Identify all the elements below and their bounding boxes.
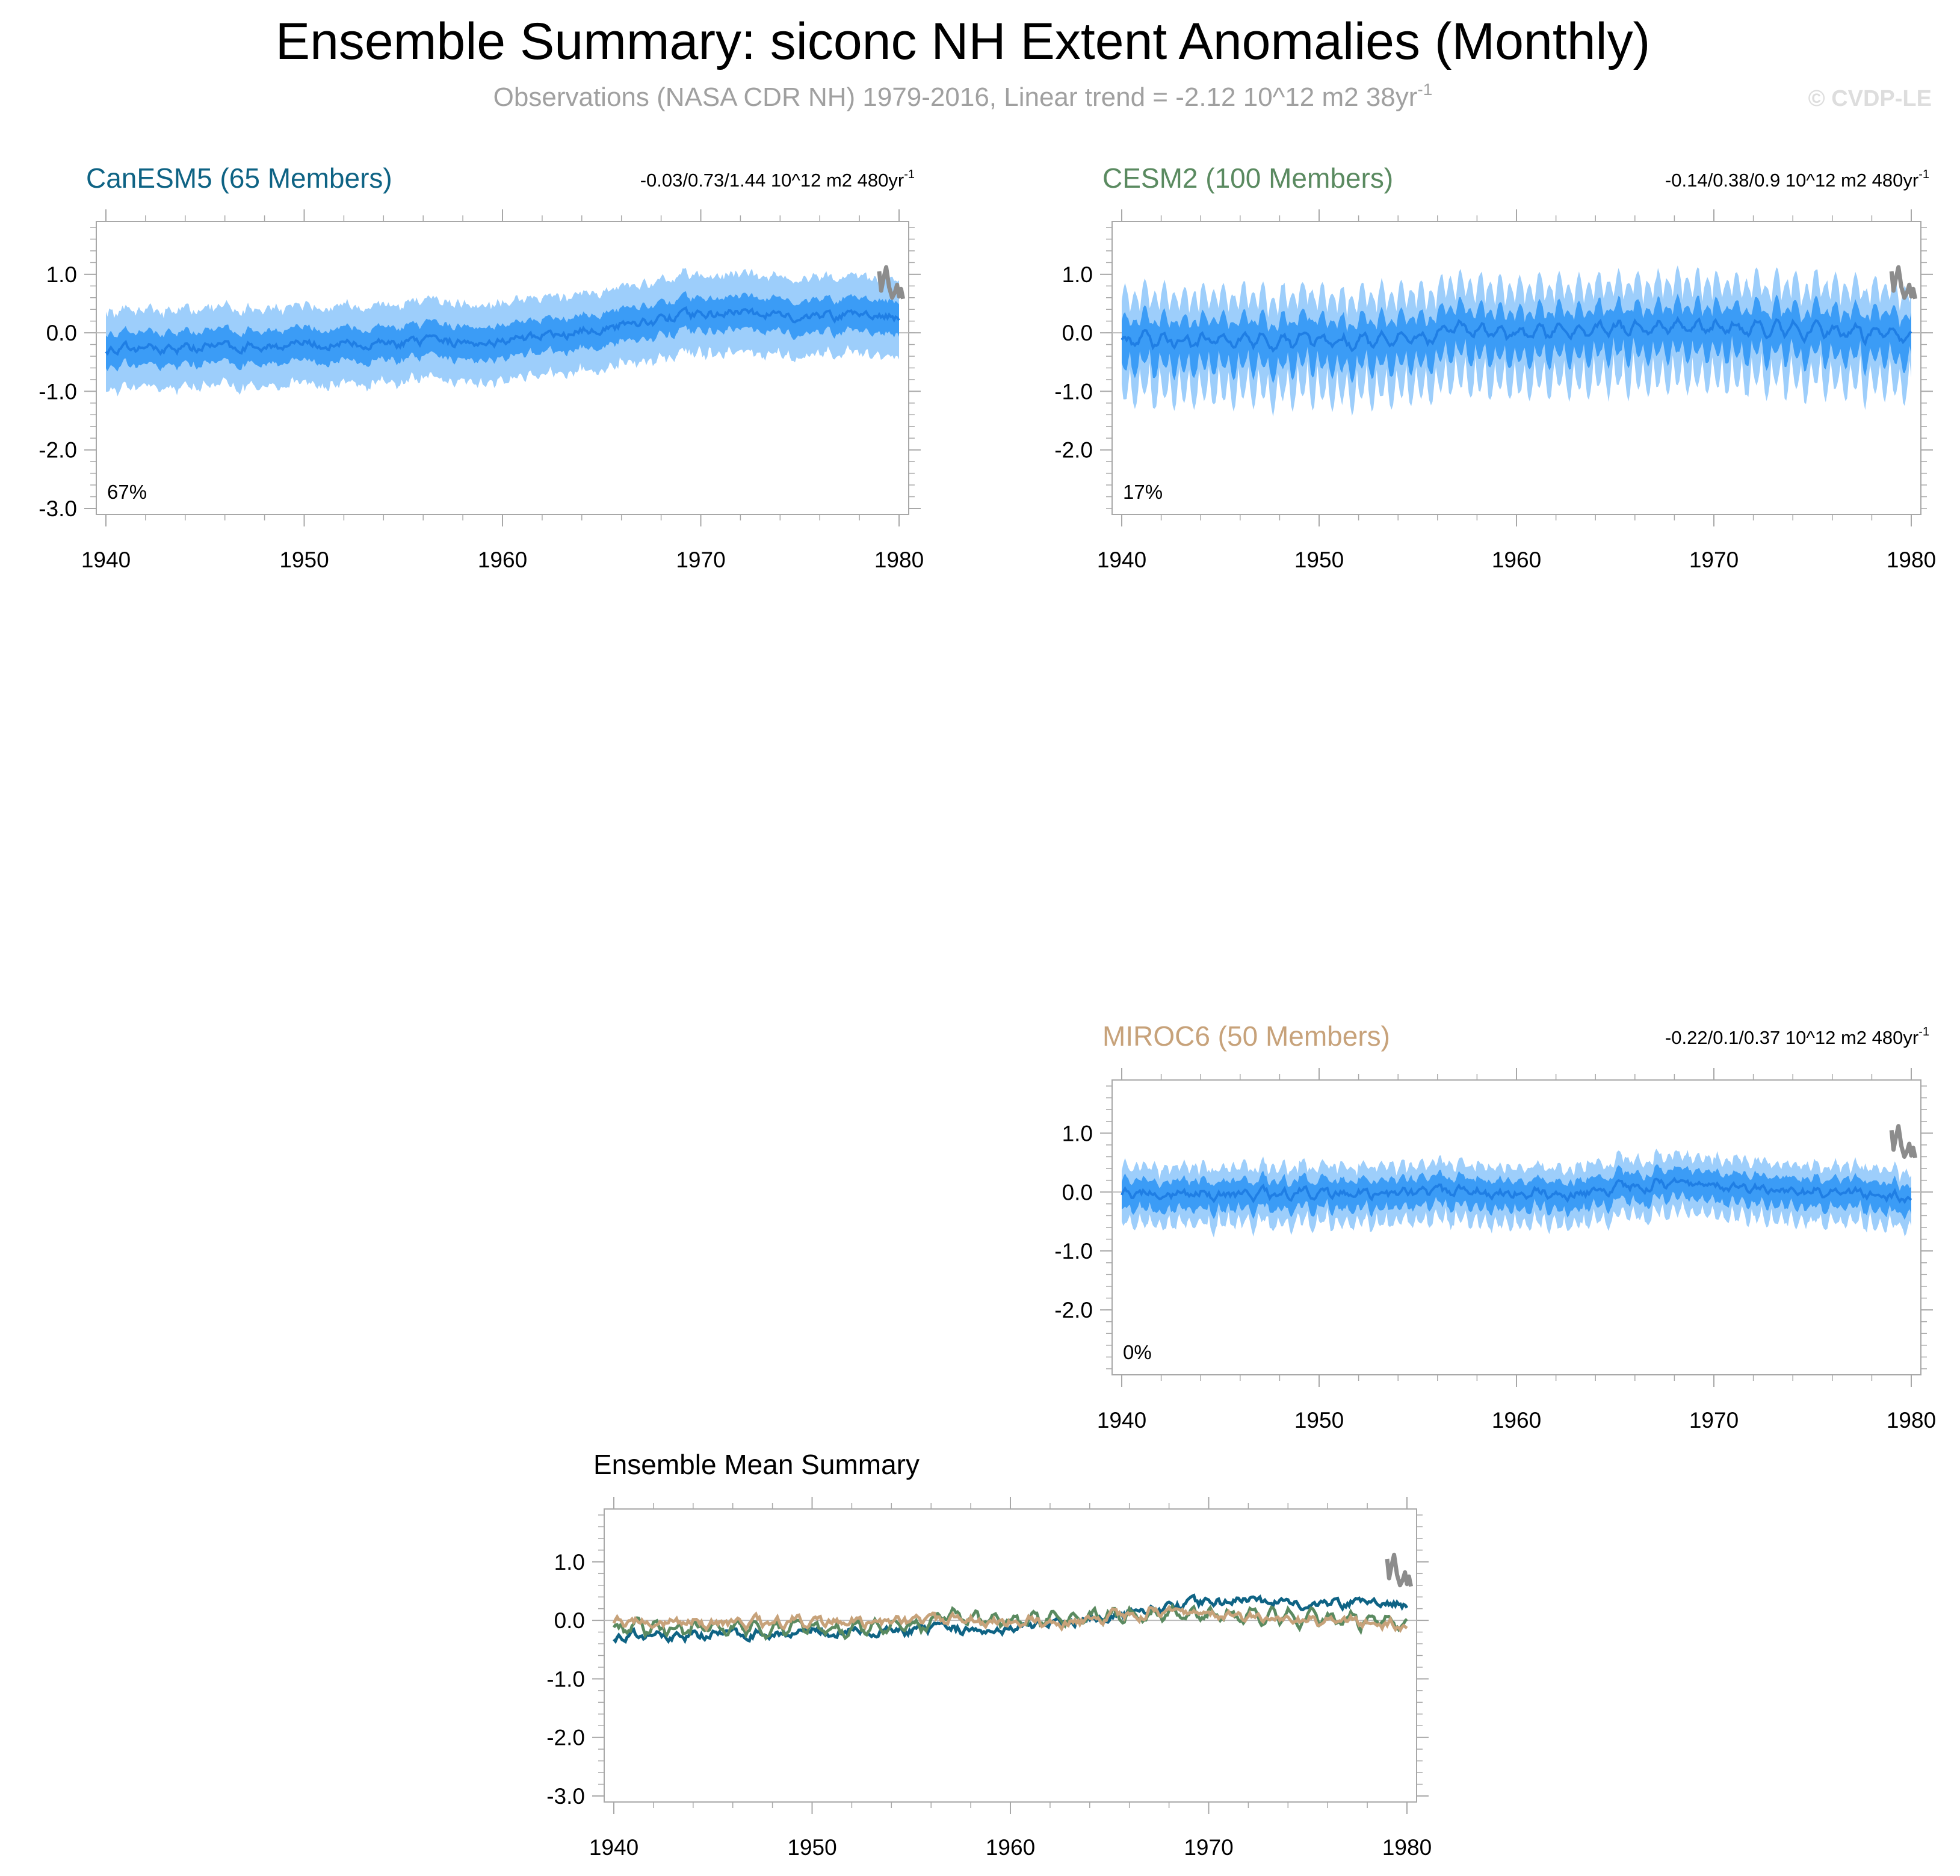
y-tick-label: 1.0	[46, 262, 77, 287]
panel-title: MIROC6 (50 Members)	[1102, 1020, 1390, 1052]
y-tick-label: -1.0	[1054, 379, 1093, 404]
y-tick-label: 0.0	[1062, 1180, 1093, 1205]
panel-stats-exponent: -1	[904, 168, 915, 181]
y-tick-label: -2.0	[546, 1726, 585, 1750]
x-tick-label: 1980	[1382, 1835, 1432, 1860]
x-tick-label: 1940	[81, 548, 131, 572]
x-tick-label: 1980	[1887, 548, 1936, 572]
mean-line-canesm5	[613, 1593, 1409, 1644]
mean-line-cesm2	[612, 1602, 1408, 1641]
inner-spread-band	[1122, 293, 1911, 384]
figure-subtitle: Observations (NASA CDR NH) 1979-2016, Li…	[493, 80, 1433, 112]
ensemble-mean-line	[105, 306, 900, 356]
plot-frame	[604, 1508, 1417, 1803]
y-tick-label: -1.0	[1054, 1239, 1093, 1264]
y-tick-label: -2.0	[1054, 1298, 1093, 1322]
y-tick-label: -2.0	[1054, 438, 1093, 463]
ensemble-mean-line	[1121, 1176, 1912, 1205]
x-tick-label: 1960	[986, 1835, 1035, 1860]
y-tick-label: 0.0	[1062, 321, 1093, 345]
x-tick-label: 1980	[1887, 1408, 1936, 1433]
x-tick-label: 1940	[1097, 1408, 1146, 1433]
figure-title: Ensemble Summary: siconc NH Extent Anoma…	[276, 13, 1651, 70]
panel-stats: -0.14/0.38/0.9 10^12 m2 480yr-1	[1665, 168, 1929, 191]
y-tick-label: -3.0	[39, 496, 77, 521]
x-tick-label: 1940	[1097, 548, 1146, 572]
percent-label: 67%	[107, 481, 147, 503]
x-tick-label: 1960	[1492, 548, 1541, 572]
percent-label: 17%	[1123, 481, 1163, 503]
x-tick-label: 1950	[1294, 548, 1344, 572]
x-tick-label: 1970	[1689, 1408, 1739, 1433]
observations-line	[877, 265, 906, 300]
x-tick-label: 1970	[1184, 1835, 1233, 1860]
x-tick-label: 1960	[1492, 1408, 1541, 1433]
observations-line	[1889, 1124, 1918, 1159]
panel-canesm5: 1.0 0.0 -1.0 -2.0 -3.0 1940 1950 1960 1970 1980 Ca…	[39, 162, 924, 572]
panel-stats: -0.03/0.73/1.44 10^12 m2 480yr-1	[640, 168, 915, 191]
figure-subtitle-text: Observations (NASA CDR NH) 1979-2016, Li…	[493, 82, 1418, 112]
x-tick-label: 1950	[1294, 1408, 1344, 1433]
plot-frame	[1111, 1079, 1921, 1375]
x-tick-label: 1950	[279, 548, 329, 572]
panel-stats-text: -0.22/0.1/0.37 10^12 m2 480yr	[1665, 1027, 1918, 1048]
figure-subtitle-exponent: -1	[1417, 80, 1432, 99]
panel-stats-exponent: -1	[1918, 168, 1929, 181]
panel-miroc6: 1.0 0.0 -1.0 -2.0 1940 1950 1960 1970 1980 MIROC6…	[1054, 1020, 1936, 1433]
panel-stats: -0.22/0.1/0.37 10^12 m2 480yr-1	[1665, 1025, 1929, 1048]
y-tick-label: 1.0	[1062, 262, 1093, 287]
observations-line	[1385, 1552, 1414, 1588]
panel-stats-text: -0.14/0.38/0.9 10^12 m2 480yr	[1665, 170, 1918, 191]
x-tick-label: 1960	[478, 548, 527, 572]
panel-cesm2: 1.0 0.0 -1.0 -2.0 1940 1950 1960 1970 1980 CESM2 …	[1054, 162, 1936, 572]
x-tick-label: 1950	[787, 1835, 836, 1860]
panel-stats-exponent: -1	[1918, 1025, 1929, 1038]
y-tick-label: -1.0	[39, 379, 77, 404]
y-tick-label: -2.0	[39, 438, 77, 463]
percent-label: 0%	[1123, 1341, 1152, 1363]
panel-stats-text: -0.03/0.73/1.44 10^12 m2 480yr	[640, 170, 904, 191]
y-tick-label: 1.0	[554, 1550, 585, 1575]
x-tick-label: 1970	[1689, 548, 1739, 572]
x-tick-label: 1940	[589, 1835, 638, 1860]
ensemble-mean-line	[1121, 316, 1912, 353]
y-tick-label: -1.0	[546, 1667, 585, 1691]
panel-ensemble-mean: 1.0 0.0 -1.0 -2.0 -3.0 1940 1950 1960 1970 1980 En…	[546, 1449, 1432, 1860]
y-tick-label: -3.0	[546, 1784, 585, 1809]
inner-spread-band	[1122, 1164, 1911, 1220]
x-tick-label: 1980	[874, 548, 924, 572]
panel-title: Ensemble Mean Summary	[593, 1449, 920, 1480]
x-tick-label: 1970	[676, 548, 725, 572]
copyright-text: © CVDP-LE	[1808, 86, 1932, 111]
y-tick-label: 0.0	[46, 321, 77, 345]
y-tick-label: 0.0	[554, 1608, 585, 1633]
y-tick-label: 1.0	[1062, 1121, 1093, 1146]
observations-line	[1889, 265, 1918, 300]
panel-title: CanESM5 (65 Members)	[86, 162, 392, 194]
mean-line-miroc6	[612, 1604, 1408, 1634]
panel-title: CESM2 (100 Members)	[1102, 162, 1393, 194]
